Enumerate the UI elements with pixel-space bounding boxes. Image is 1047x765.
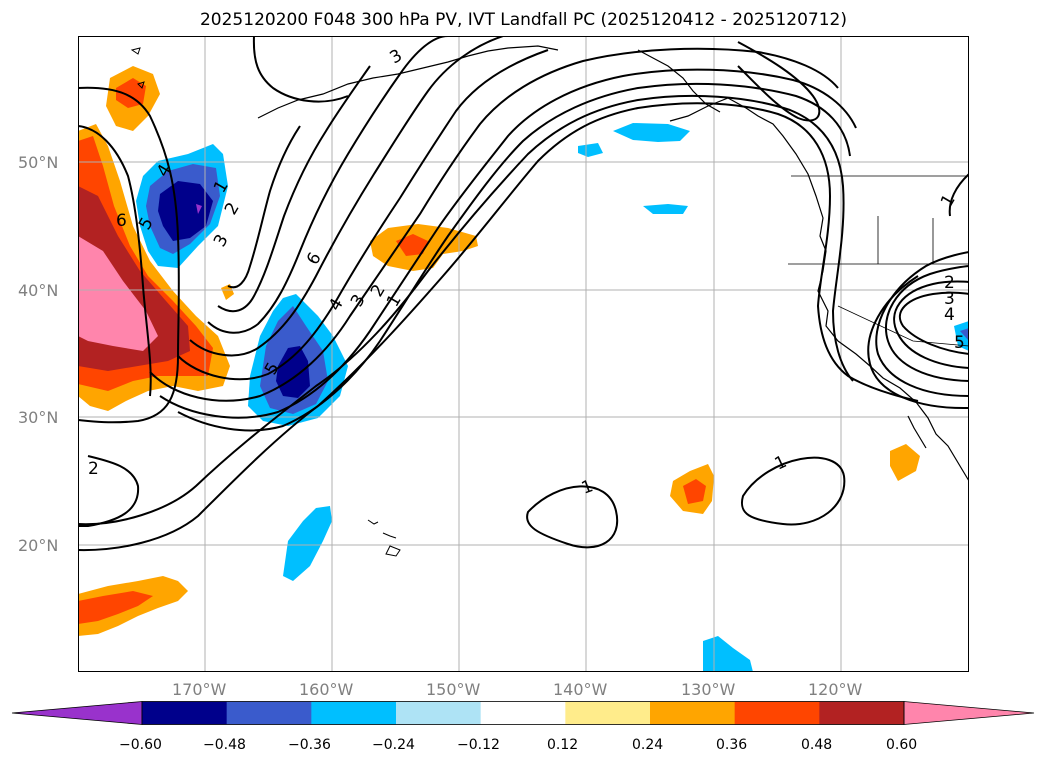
colorbar-tick-label: 0.60 <box>886 737 918 753</box>
lat-label: 50°N <box>18 153 59 172</box>
lon-label: 160°W <box>299 680 354 699</box>
contour-label: 3 <box>944 289 955 309</box>
baja-coast <box>907 415 927 449</box>
lon-label: 140°W <box>553 680 608 699</box>
colorbar-segment <box>226 701 312 725</box>
southeast-negative-anomaly <box>703 636 753 672</box>
colorbar-segment <box>565 701 651 725</box>
lon-label: 120°W <box>808 680 863 699</box>
map-background <box>78 36 969 672</box>
contour-subtropical-west <box>526 485 619 549</box>
contour-label: 6 <box>116 211 127 231</box>
alaska-coast <box>257 45 559 119</box>
contour-southwest-ca-low <box>898 291 969 355</box>
lat-label: 20°N <box>18 536 59 555</box>
colorbar-tick-label: 0.24 <box>632 737 664 753</box>
contour-label: 4 <box>944 305 955 325</box>
contour-label: 5 <box>954 333 965 353</box>
colorbar-tick-label: 0.12 <box>547 737 579 753</box>
hawaii-negative-anomaly <box>283 506 332 581</box>
map-panel: 1 2 3 4 5 6 1 2 3 4 5 6 2 1 1 1 2 3 4 5 … <box>78 36 969 672</box>
colorbar-tick-label: 0.36 <box>716 737 748 753</box>
islands <box>130 47 401 557</box>
colorbar-tick-label: −0.24 <box>372 737 415 753</box>
colorbar-segment <box>396 701 482 725</box>
colorbar-segment <box>311 701 397 725</box>
state-borders <box>788 175 969 347</box>
colorbar-extend-high <box>903 701 1035 725</box>
graticule <box>78 36 969 672</box>
contour-subtropical-east <box>740 456 846 526</box>
map-title: 2025120200 F048 300 hPa PV, IVT Landfall… <box>199 10 847 30</box>
lat-label: 30°N <box>18 408 59 427</box>
colorbar-tick-label: −0.48 <box>203 737 246 753</box>
lon-label: 130°W <box>681 680 736 699</box>
colorbar-segment <box>142 701 228 725</box>
ivt-contours <box>78 36 969 552</box>
lon-label: 170°W <box>172 680 227 699</box>
contour-label: 2 <box>88 459 99 479</box>
colorbar-tick-label: −0.12 <box>457 737 500 753</box>
colorbar-segment <box>734 701 820 725</box>
map-frame <box>78 36 969 672</box>
colorbar-extend-low <box>11 701 143 725</box>
colorbar-segment <box>819 701 905 725</box>
colorbar-tick-label: −0.36 <box>288 737 331 753</box>
colorbar <box>11 701 1035 725</box>
colorbar-tick-label: −0.60 <box>119 737 162 753</box>
lat-label: 40°N <box>18 281 59 300</box>
baja-positive-anomaly <box>890 444 920 481</box>
contour-label: 2 <box>944 273 955 293</box>
colorbar-segment <box>480 701 566 725</box>
colorbar-tick-label: 0.48 <box>801 737 833 753</box>
lon-label: 150°W <box>426 680 481 699</box>
colorbar-segment <box>650 701 736 725</box>
